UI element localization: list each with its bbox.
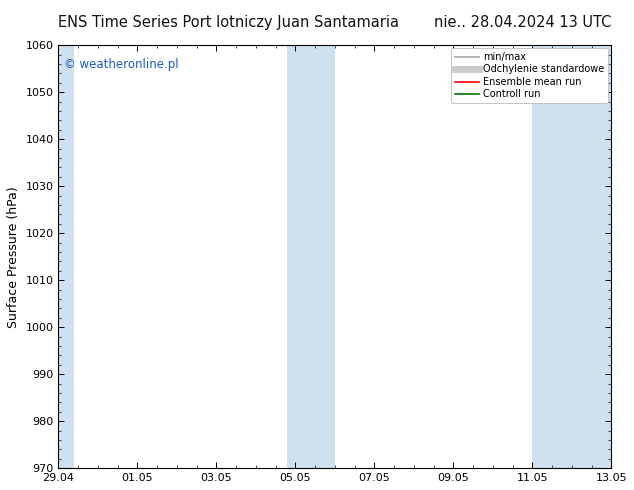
Bar: [287, 45, 335, 468]
Text: © weatheronline.pl: © weatheronline.pl: [64, 58, 179, 71]
Bar: [533, 45, 611, 468]
Y-axis label: Surface Pressure (hPa): Surface Pressure (hPa): [7, 186, 20, 328]
Bar: [58, 45, 74, 468]
Text: nie.. 28.04.2024 13 UTC: nie.. 28.04.2024 13 UTC: [434, 15, 611, 30]
Legend: min/max, Odchylenie standardowe, Ensemble mean run, Controll run: min/max, Odchylenie standardowe, Ensembl…: [451, 48, 609, 103]
Text: ENS Time Series Port lotniczy Juan Santamaria: ENS Time Series Port lotniczy Juan Santa…: [58, 15, 399, 30]
